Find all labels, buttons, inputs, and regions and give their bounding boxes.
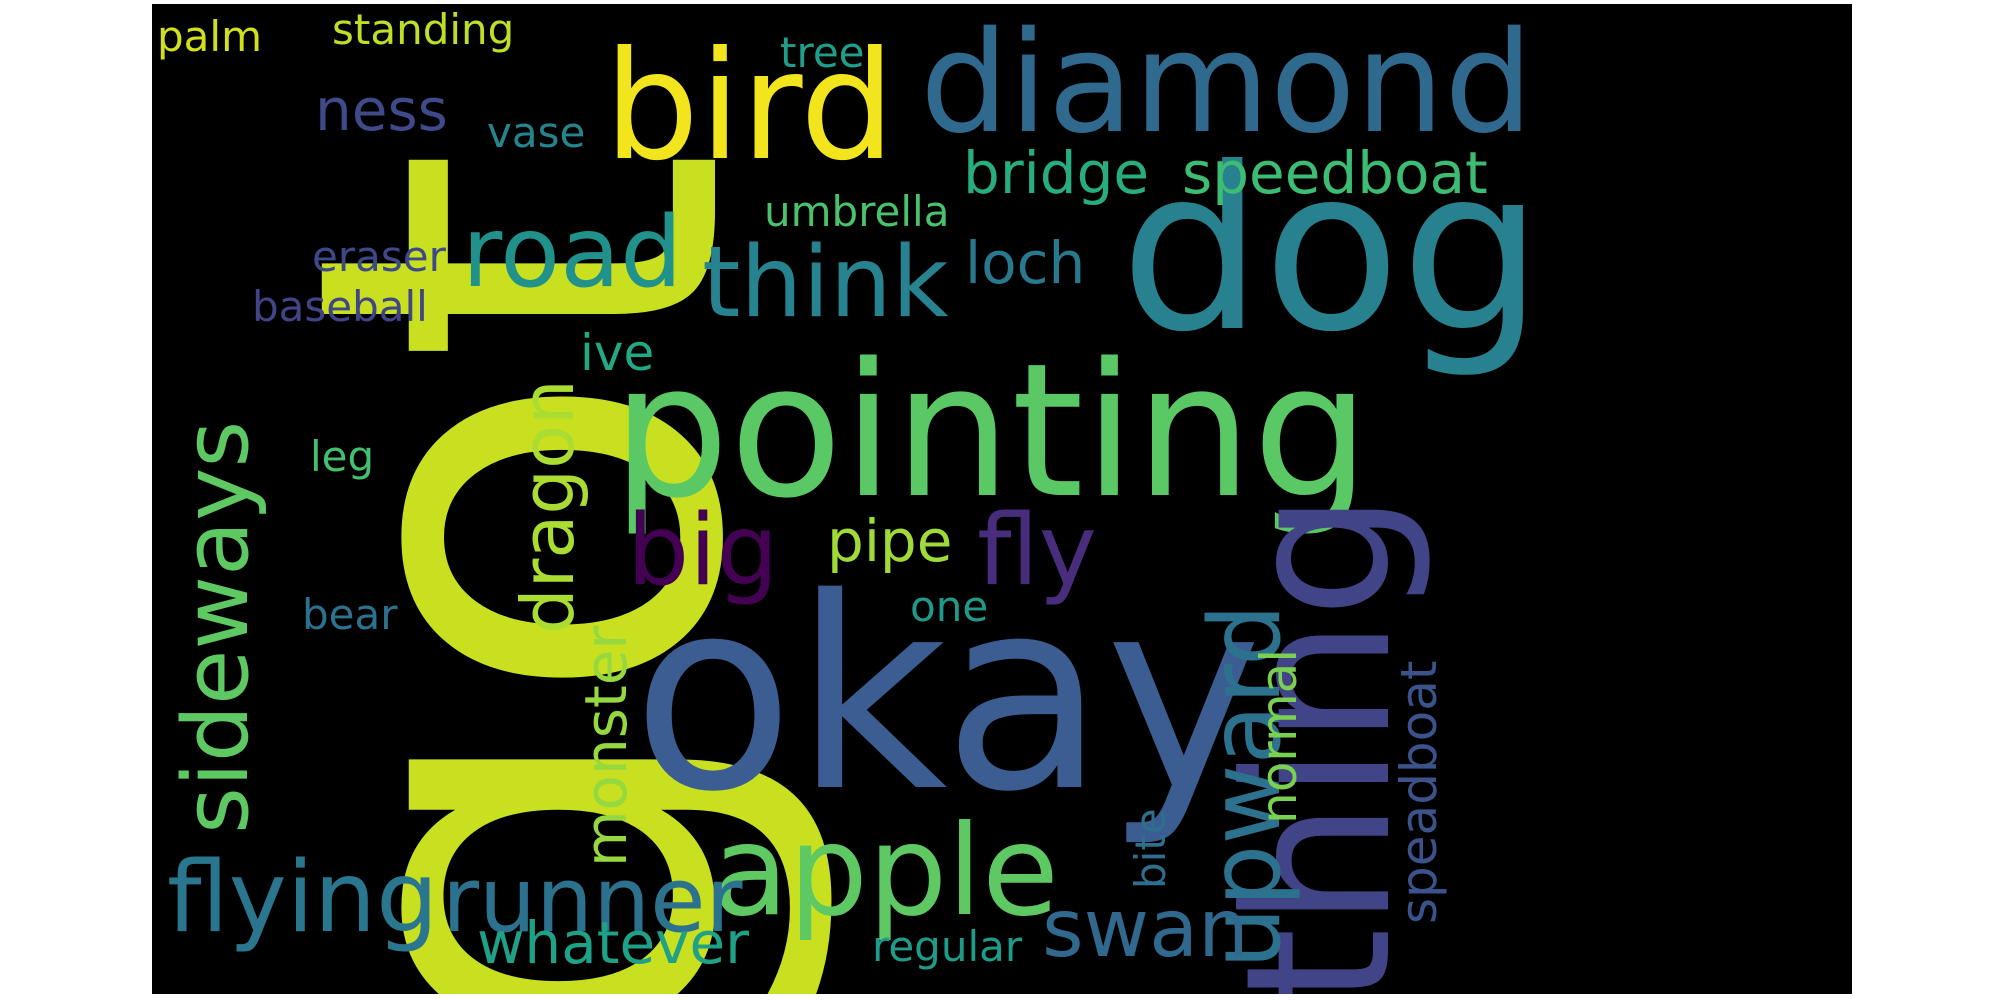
word-loch: loch <box>965 229 1086 297</box>
word-palm: palm <box>157 12 262 61</box>
word-dragon: dragon <box>506 379 590 634</box>
word-bite: bite <box>1126 808 1175 889</box>
word-road: road <box>462 196 683 310</box>
word-okay: okay <box>632 542 1263 850</box>
word-runner: runner <box>442 848 743 953</box>
word-tree: tree <box>780 28 865 77</box>
word-leg: leg <box>310 432 375 481</box>
word-flying: flying <box>167 841 439 955</box>
word-diamond: diamond <box>920 4 1534 165</box>
word-vase: vase <box>487 108 586 157</box>
word-regular: regular <box>872 922 1023 971</box>
word-dog: dog <box>1120 120 1544 382</box>
word-baseball: baseball <box>252 282 428 331</box>
word-ness: ness <box>315 76 448 144</box>
word-speedboat: speedboat <box>1182 139 1488 207</box>
word-one: one <box>910 582 989 631</box>
word-pointing: pointing <box>612 323 1370 539</box>
word-bridge: bridge <box>963 139 1150 207</box>
word-speadboat: speadboat <box>1390 660 1448 924</box>
word-whatever: whatever <box>477 909 750 977</box>
word-eraser: eraser <box>312 232 446 281</box>
word-pipe: pipe <box>827 507 953 575</box>
word-think: think <box>702 226 949 340</box>
word-fly: fly <box>977 494 1097 608</box>
word-standing: standing <box>332 5 515 54</box>
word-big: big <box>627 494 779 608</box>
word-umbrella: umbrella <box>764 187 950 236</box>
word-apple: apple <box>712 799 1059 944</box>
word-bird: bird <box>604 20 896 194</box>
word-sideways: sideways <box>164 420 269 834</box>
word-normal: normal <box>1250 648 1308 824</box>
word-monster: monster <box>572 625 640 867</box>
word-ive: ive <box>580 324 655 382</box>
word-swan: swan <box>1042 882 1249 975</box>
word-cloud: got okay pointing dog thing bird diamond… <box>152 4 1852 994</box>
word-bear: bear <box>302 590 398 639</box>
